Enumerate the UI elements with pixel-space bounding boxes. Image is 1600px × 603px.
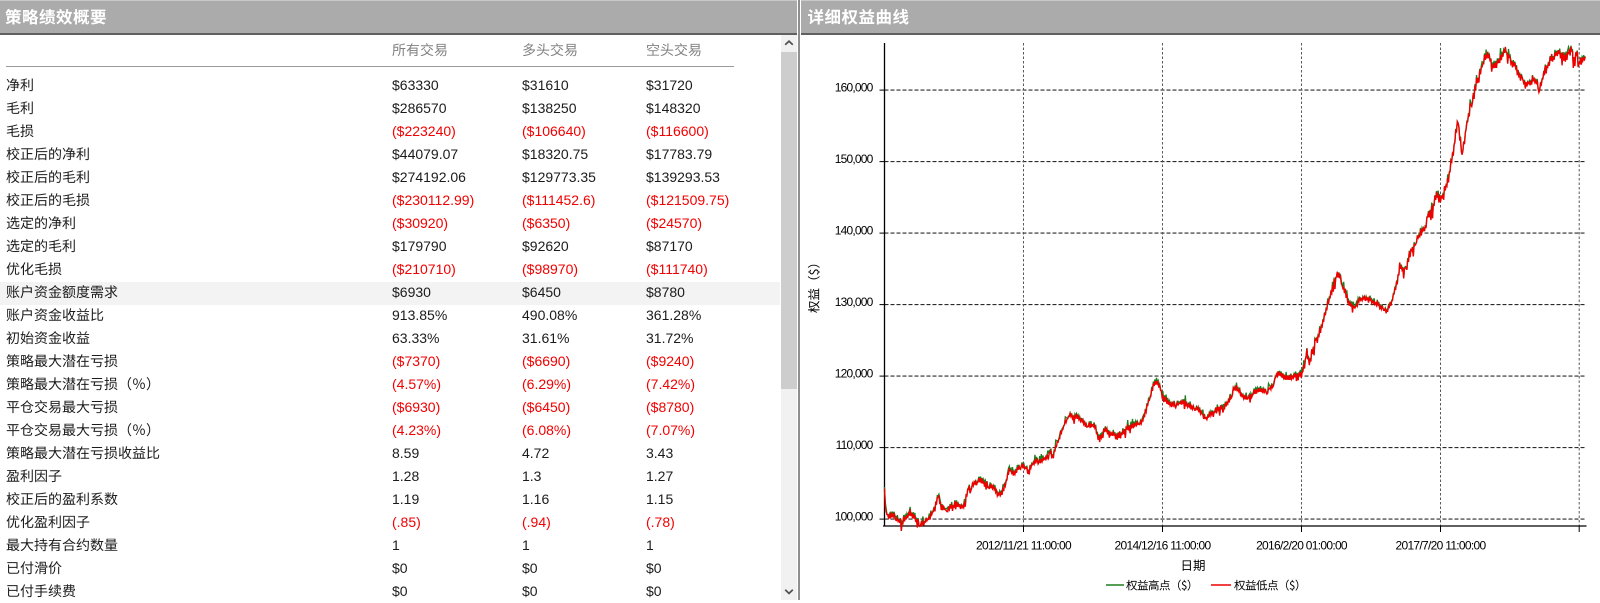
svg-text:150,000: 150,000 bbox=[835, 152, 874, 166]
svg-text:120,000: 120,000 bbox=[835, 367, 874, 381]
svg-text:日期: 日期 bbox=[1180, 555, 1205, 574]
svg-text:2012/11/21 11:00:00: 2012/11/21 11:00:00 bbox=[976, 539, 1072, 553]
svg-text:权益低点（$）: 权益低点（$） bbox=[1234, 578, 1306, 594]
svg-text:权益（$）: 权益（$） bbox=[804, 256, 823, 313]
svg-text:权益高点（$）: 权益高点（$） bbox=[1126, 578, 1198, 594]
svg-text:2014/12/16 11:00:00: 2014/12/16 11:00:00 bbox=[1115, 539, 1212, 553]
svg-text:2017/7/20 11:00:00: 2017/7/20 11:00:00 bbox=[1396, 539, 1487, 553]
svg-text:2016/2/20 01:00:00: 2016/2/20 01:00:00 bbox=[1256, 539, 1348, 553]
svg-text:160,000: 160,000 bbox=[835, 81, 874, 95]
svg-text:140,000: 140,000 bbox=[835, 224, 874, 238]
svg-text:110,000: 110,000 bbox=[836, 438, 874, 452]
svg-text:100,000: 100,000 bbox=[835, 510, 874, 524]
svg-text:130,000: 130,000 bbox=[835, 295, 874, 309]
